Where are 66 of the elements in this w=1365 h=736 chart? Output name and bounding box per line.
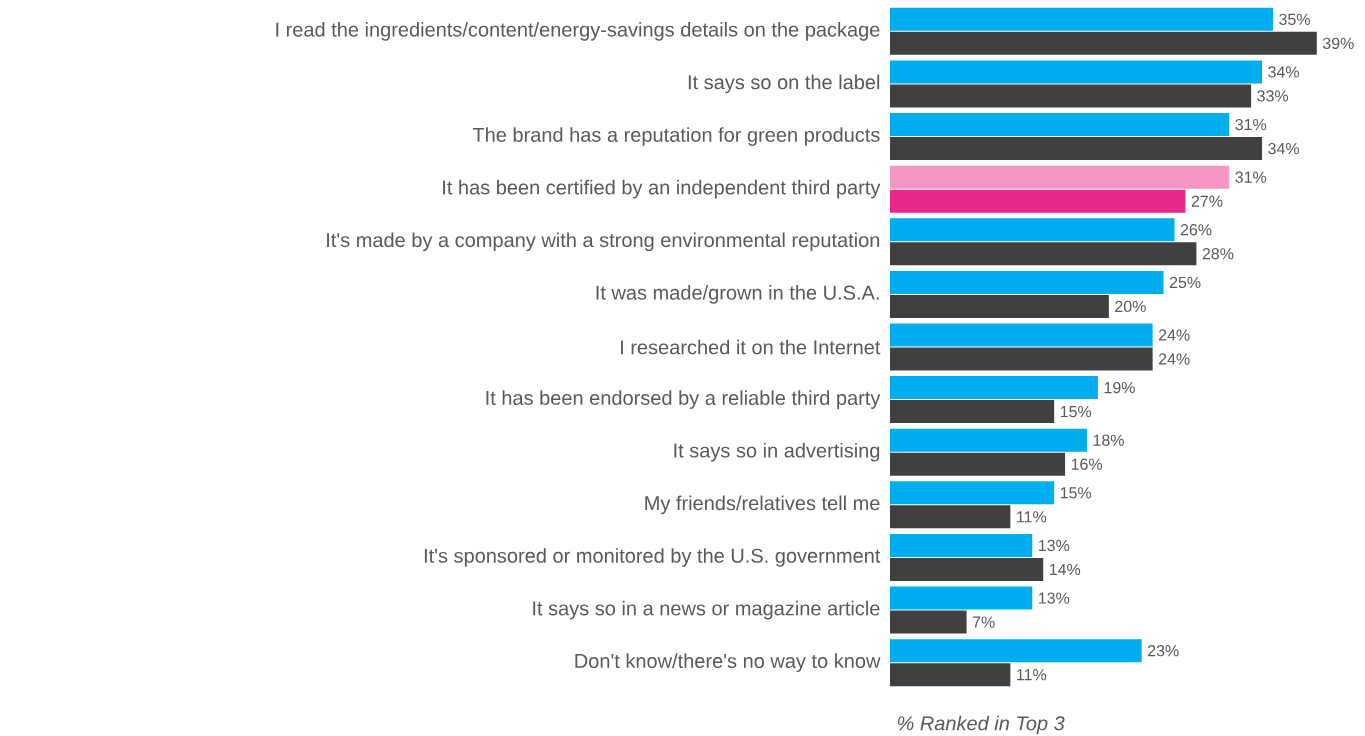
data-label: 24% bbox=[1158, 329, 1190, 341]
bar bbox=[889, 218, 1175, 242]
data-label: 24% bbox=[1158, 353, 1190, 365]
bar bbox=[889, 31, 1317, 55]
y-tick-label: The brand has a reputation for green products bbox=[472, 127, 880, 146]
data-label: 31% bbox=[1235, 171, 1267, 183]
bar bbox=[889, 663, 1011, 687]
y-tick-label: It has been certified by an independent third party bbox=[443, 179, 881, 199]
data-label: 13% bbox=[1038, 539, 1070, 552]
data-label: 14% bbox=[1049, 563, 1081, 576]
y-tick-label: I read the ingredients/content/energy-savings details on the package bbox=[276, 21, 880, 41]
y-tick-label: It's sponsored or monitored by the U.S. government bbox=[424, 548, 881, 567]
bar bbox=[889, 428, 1087, 452]
bar bbox=[889, 189, 1186, 213]
data-label: 18% bbox=[1093, 434, 1124, 446]
bar bbox=[889, 533, 1033, 557]
bar bbox=[889, 113, 1230, 137]
data-label: 26% bbox=[1180, 224, 1212, 236]
bar bbox=[889, 270, 1164, 294]
bar bbox=[889, 347, 1153, 371]
bar bbox=[889, 323, 1153, 347]
y-tick-label: I researched it on the Internet bbox=[621, 339, 881, 355]
y-tick-label: My friends/relatives tell me bbox=[645, 495, 880, 515]
data-label: 31% bbox=[1235, 118, 1267, 131]
y-tick-label: It was made/grown in the U.S.A. bbox=[596, 285, 879, 304]
bar bbox=[889, 557, 1044, 581]
data-label: 25% bbox=[1169, 276, 1201, 289]
bar bbox=[889, 400, 1055, 424]
data-label: 39% bbox=[1322, 37, 1354, 49]
bar bbox=[889, 586, 1033, 610]
bar bbox=[889, 84, 1252, 108]
data-label: 35% bbox=[1279, 13, 1310, 25]
y-tick-label: It says so on the label bbox=[688, 74, 880, 94]
bar bbox=[889, 137, 1263, 161]
data-label: 23% bbox=[1148, 645, 1179, 657]
bar bbox=[889, 7, 1273, 31]
data-label: 27% bbox=[1191, 195, 1223, 207]
y-tick-label: It says so in advertising bbox=[674, 442, 880, 462]
data-label: 20% bbox=[1115, 300, 1146, 313]
data-label: 33% bbox=[1257, 90, 1289, 102]
x-axis-title: % Ranked in Top 3 bbox=[897, 715, 1065, 735]
bar bbox=[889, 639, 1142, 663]
bar bbox=[889, 481, 1055, 505]
bar bbox=[889, 242, 1197, 266]
y-tick-label: Don't know/there's no way to know bbox=[575, 653, 881, 673]
data-label: 7% bbox=[972, 616, 995, 628]
data-label: 19% bbox=[1104, 381, 1135, 394]
data-label: 15% bbox=[1060, 487, 1092, 499]
bar bbox=[889, 452, 1066, 476]
bar bbox=[889, 376, 1098, 400]
data-label: 34% bbox=[1268, 142, 1300, 155]
bar bbox=[889, 610, 967, 634]
data-label: 16% bbox=[1071, 458, 1103, 470]
bar bbox=[889, 165, 1230, 189]
data-label: 11% bbox=[1017, 511, 1047, 523]
data-label: 11% bbox=[1017, 669, 1047, 681]
y-tick-label: It says so in a news or magazine article bbox=[533, 600, 880, 620]
bar bbox=[889, 505, 1011, 529]
y-tick-label: It's made by a company with a strong environmental reputation bbox=[327, 232, 880, 252]
data-label: 13% bbox=[1038, 592, 1070, 604]
bar bbox=[889, 60, 1263, 84]
y-tick-label: It has been endorsed by a reliable third party bbox=[486, 390, 881, 409]
data-label: 34% bbox=[1268, 66, 1300, 78]
data-label: 28% bbox=[1202, 248, 1234, 260]
data-label: 15% bbox=[1060, 405, 1092, 418]
bar bbox=[889, 294, 1109, 318]
